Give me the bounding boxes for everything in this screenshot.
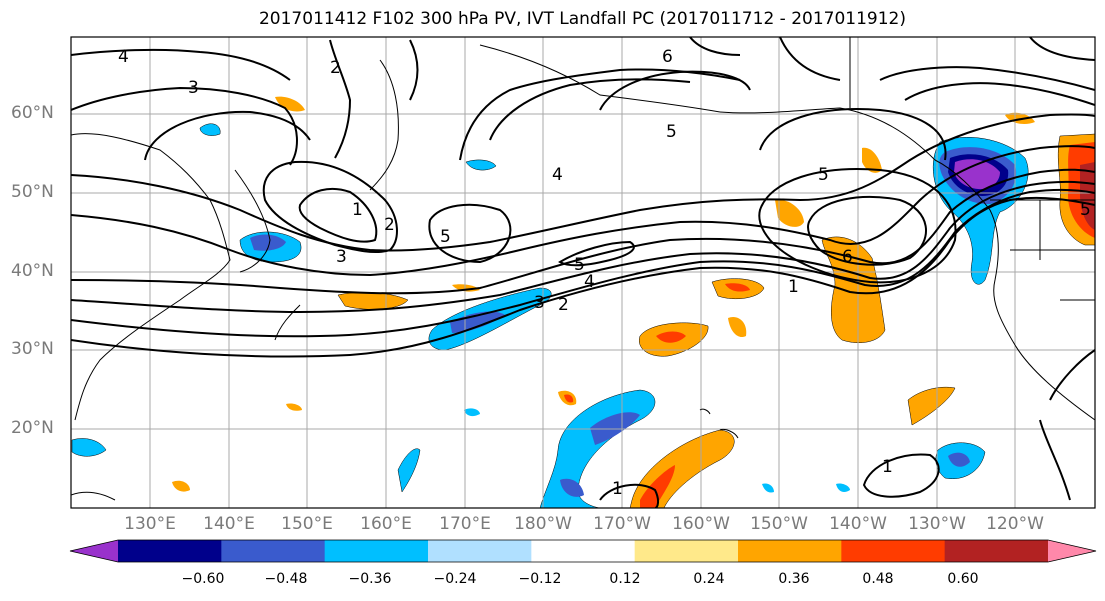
colorbar-tick-label: 0.60 [947, 571, 979, 587]
svg-text:5: 5 [1080, 200, 1091, 220]
lon-label-130w: 130°W [908, 514, 966, 534]
colorbar-tick-label: −0.12 [518, 571, 562, 587]
colorbar-segment [738, 540, 842, 562]
svg-text:1: 1 [612, 479, 623, 499]
svg-text:5: 5 [440, 227, 451, 247]
svg-text:3: 3 [534, 293, 545, 313]
lon-label-140e: 140°E [203, 514, 255, 534]
map-title: 2017011412 F102 300 hPa PV, IVT Landfall… [258, 9, 906, 29]
colorbar-segment [70, 540, 118, 562]
lon-label-150e: 150°E [281, 514, 333, 534]
lon-label-170e: 170°E [439, 514, 491, 534]
lat-label-30n: 30°N [11, 339, 54, 359]
lon-label-160w: 160°W [672, 514, 730, 534]
svg-text:4: 4 [118, 47, 129, 67]
svg-text:5: 5 [818, 165, 829, 185]
svg-text:6: 6 [842, 247, 853, 267]
lon-label-130e: 130°E [124, 514, 176, 534]
colorbar-tick-label: 0.48 [862, 571, 894, 587]
svg-text:2: 2 [384, 215, 395, 235]
colorbar-tick-label: −0.36 [348, 571, 392, 587]
colorbar-segment [118, 540, 222, 562]
colorbar-segment [428, 540, 532, 562]
colorbar-outline [69, 539, 1097, 563]
colorbar-tick-label: −0.24 [433, 571, 477, 587]
colorbar-tick-label: 0.24 [693, 571, 725, 587]
lat-label-60n: 60°N [11, 103, 54, 123]
lat-label-20n: 20°N [11, 418, 54, 438]
svg-text:6: 6 [662, 47, 673, 67]
lon-label-150w: 150°W [750, 514, 808, 534]
colorbar-segment [1048, 540, 1096, 562]
lon-label-170w: 170°W [593, 514, 651, 534]
colorbar-segment [944, 540, 1049, 562]
svg-text:1: 1 [788, 277, 799, 297]
colorbar-segment [531, 540, 636, 562]
lon-label-160e: 160°E [360, 514, 412, 534]
colorbar-tick-label: −0.60 [181, 571, 225, 587]
lat-label-50n: 50°N [11, 182, 54, 202]
lon-label-180w: 180°W [514, 514, 572, 534]
colorbar-tick-label: 0.36 [778, 571, 810, 587]
colorbar-tick-label: 0.12 [609, 571, 641, 587]
svg-text:4: 4 [584, 272, 595, 292]
colorbar-segment [324, 540, 429, 562]
pv-anomaly-fill [71, 96, 1095, 508]
svg-text:3: 3 [188, 78, 199, 98]
svg-text:1: 1 [882, 457, 893, 477]
colorbar-segment [841, 540, 946, 562]
lon-label-140w: 140°W [829, 514, 887, 534]
colorbar [69, 539, 1097, 563]
coastlines [71, 37, 1095, 501]
pv-contours [71, 37, 1095, 508]
svg-text:5: 5 [666, 122, 677, 142]
svg-text:2: 2 [558, 295, 569, 315]
svg-text:5: 5 [574, 255, 585, 275]
contour-labels: 4 3 2 6 5 4 5 1 2 3 5 5 4 3 2 5 6 1 1 1 [118, 47, 1091, 499]
svg-text:3: 3 [336, 247, 347, 267]
svg-text:1: 1 [352, 200, 363, 220]
colorbar-segment [221, 540, 326, 562]
colorbar-tick-label: −0.48 [264, 571, 308, 587]
lon-label-120w: 120°W [986, 514, 1044, 534]
colorbar-segment [634, 540, 739, 562]
map-frame [70, 36, 1096, 509]
svg-text:2: 2 [330, 58, 341, 78]
lat-label-40n: 40°N [11, 261, 54, 281]
svg-text:4: 4 [552, 165, 563, 185]
